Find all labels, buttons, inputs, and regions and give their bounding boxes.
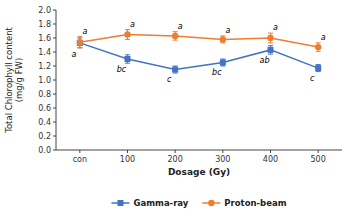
error-bar: [173, 66, 178, 73]
x-axis-label: Dosage (Gy): [168, 167, 230, 177]
point: [315, 65, 321, 71]
x-tick-label: 400: [263, 155, 278, 164]
x-tick: [79, 150, 80, 153]
series-line: [80, 43, 318, 70]
annotation: a: [178, 22, 183, 31]
point: [125, 56, 131, 62]
y-tick-label: 0.0: [38, 146, 51, 155]
legend-item: Proton-beam: [202, 198, 286, 208]
point: [220, 36, 226, 42]
annotation: c: [310, 74, 315, 83]
y-tick-label: 0.4: [38, 118, 51, 127]
x-axis: [56, 150, 342, 151]
y-tick: [53, 136, 56, 137]
point: [220, 60, 226, 66]
error-bar: [125, 55, 130, 63]
point: [172, 67, 178, 73]
x-tick-label: 200: [168, 155, 183, 164]
y-tick-label: 0.2: [38, 132, 51, 141]
error-bar: [77, 37, 82, 48]
x-tick-label: 300: [215, 155, 230, 164]
point: [77, 40, 83, 46]
legend-label: Proton-beam: [224, 198, 286, 208]
y-tick: [53, 108, 56, 109]
x-tick-label: con: [73, 155, 87, 164]
error-bar: [125, 30, 130, 40]
annotation: c: [167, 75, 172, 84]
error-bar: [268, 46, 273, 54]
point: [267, 35, 273, 41]
error-bar: [316, 65, 321, 72]
y-tick-label: 2.0: [38, 6, 51, 15]
annotation: a: [321, 33, 326, 42]
y-tick-label: 1.6: [38, 34, 51, 43]
legend: Gamma-ray Proton-beam: [111, 198, 286, 208]
point: [315, 44, 321, 50]
annotation: bc: [212, 68, 222, 77]
y-tick-label: 0.6: [38, 104, 51, 113]
y-axis-label: (mg/g FW): [14, 58, 24, 103]
annotation: a: [71, 50, 76, 59]
plot-area: [77, 30, 322, 73]
error-bar: [268, 33, 273, 43]
series-line: [80, 35, 318, 48]
y-tick-label: 0.8: [38, 90, 51, 99]
annotation: a: [82, 27, 87, 36]
legend-marker: [117, 200, 123, 206]
error-bar: [220, 36, 225, 43]
y-tick-label: 1.4: [38, 48, 51, 57]
point: [172, 33, 178, 39]
y-tick-label: 1.2: [38, 62, 51, 71]
y-tick: [53, 94, 56, 95]
error-bar: [173, 32, 178, 40]
annotation: a: [130, 20, 135, 29]
x-tick: [222, 150, 223, 153]
x-tick-label: 100: [120, 155, 135, 164]
point: [268, 47, 274, 53]
y-tick: [53, 24, 56, 25]
annotation: a: [225, 26, 230, 35]
chart: 0.0 0.2 0.4 0.6 0.8 1.0 1.2 1.4 1.6 1.8 2.0 con 100 2…: [0, 0, 351, 217]
y-tick: [53, 122, 56, 123]
y-tick-label: 1.8: [38, 20, 51, 29]
x-tick-label: 500: [311, 155, 326, 164]
error-bar: [220, 59, 225, 66]
y-tick: [53, 38, 56, 39]
legend-marker: [208, 200, 214, 206]
legend-item: Gamma-ray: [111, 198, 188, 208]
x-tick: [175, 150, 176, 153]
error-bar: [316, 43, 321, 51]
y-tick: [53, 66, 56, 67]
y-tick-label: 1.0: [38, 76, 51, 85]
y-tick: [53, 52, 56, 53]
y-tick: [53, 80, 56, 81]
x-tick: [270, 150, 271, 153]
y-tick: [53, 150, 56, 151]
annotation: bc: [117, 65, 127, 74]
annotation: ab: [260, 56, 270, 65]
y-tick: [53, 10, 56, 11]
x-tick: [127, 150, 128, 153]
point: [77, 39, 83, 45]
legend-label: Gamma-ray: [133, 198, 188, 208]
point: [124, 31, 130, 37]
annotation: a: [273, 23, 278, 32]
y-axis-label: Total Chlorophyll content: [4, 26, 14, 133]
x-tick: [318, 150, 319, 153]
